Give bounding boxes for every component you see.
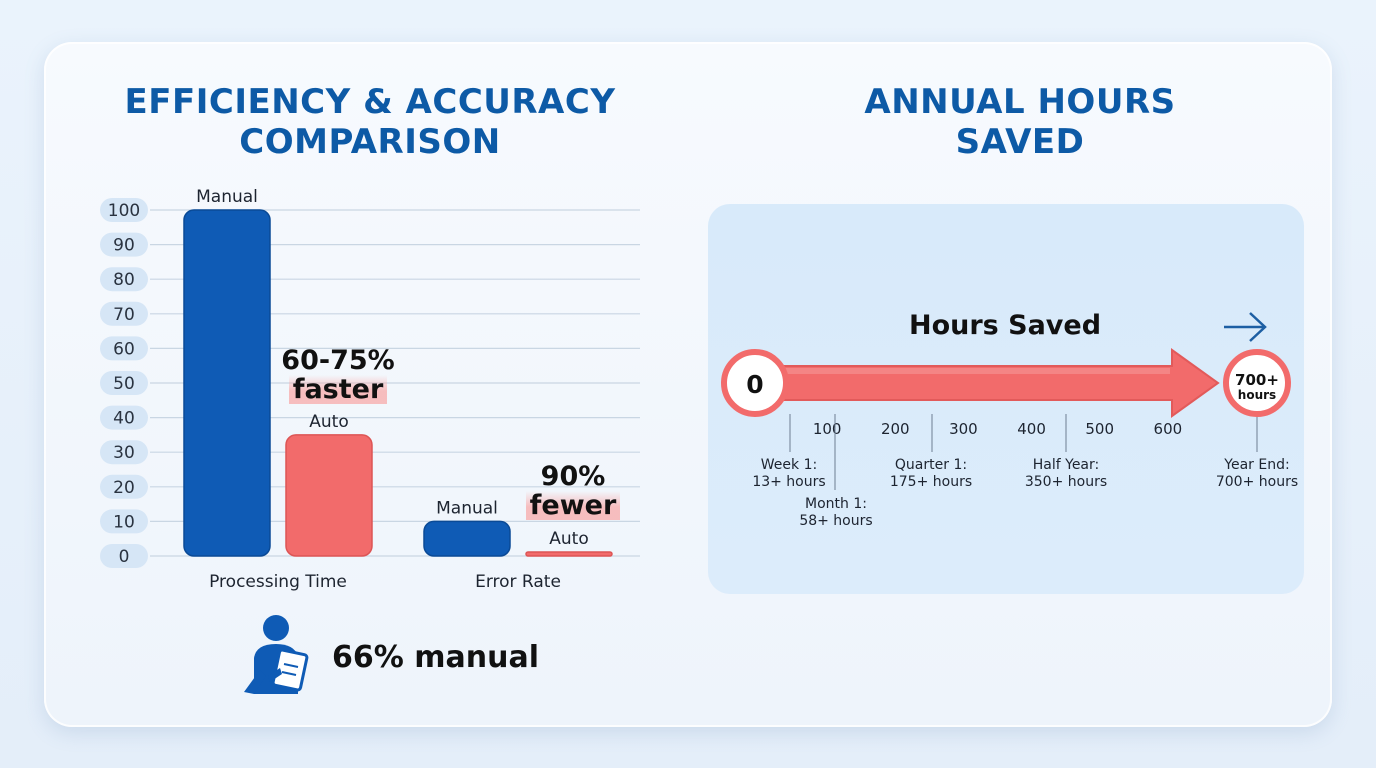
bar-manual-0 xyxy=(183,209,271,557)
y-tick-label: 80 xyxy=(113,270,135,290)
y-tick-pill xyxy=(100,544,148,568)
bar-label-auto: Auto xyxy=(309,412,348,432)
bar-label-auto: Auto xyxy=(549,529,588,549)
scale-tick-label: 600 xyxy=(1154,420,1183,438)
person-clipboard-icon xyxy=(240,614,318,696)
y-axis: 0 10 20 30 40 50 60 70 80 90 100 xyxy=(100,198,640,568)
chart-title-line-2: COMPARISON xyxy=(239,122,501,162)
hours-arrow xyxy=(777,348,1220,418)
callout-faster: 60-75% faster xyxy=(270,346,406,404)
y-tick-pill xyxy=(100,474,148,499)
bar-label-manual: Manual xyxy=(436,498,498,518)
y-tick-pill xyxy=(100,232,148,257)
scale-tick-label: 200 xyxy=(881,420,910,438)
end-marker: 700+ hours xyxy=(1223,349,1291,417)
bar-auto-1 xyxy=(525,551,613,557)
y-tick-label: 60 xyxy=(113,339,135,359)
hours-title-line-1: ANNUAL HOURS xyxy=(864,82,1176,122)
y-tick-label: 10 xyxy=(113,512,135,532)
y-tick-label: 70 xyxy=(113,305,135,325)
y-tick-label: 50 xyxy=(113,374,135,394)
y-tick-pill xyxy=(100,509,148,534)
y-tick-label: 40 xyxy=(113,409,135,429)
scale-tick-label: 500 xyxy=(1085,420,1114,438)
y-tick-pill xyxy=(100,371,148,395)
milestone-label: 350+ hours xyxy=(1025,474,1107,490)
category-label: Processing Time xyxy=(209,572,347,592)
milestone-label: 13+ hours xyxy=(752,474,825,490)
milestone-label: Week 1: xyxy=(761,457,817,473)
milestone-label: 175+ hours xyxy=(890,474,972,490)
callout-faster-word: faster xyxy=(288,375,388,404)
end-value: 700+ xyxy=(1235,371,1279,389)
start-marker: 0 xyxy=(721,349,789,417)
chart-title-line-1: EFFICIENCY & ACCURACY xyxy=(124,82,616,122)
y-tick-pill xyxy=(100,198,148,222)
bar-manual-1 xyxy=(423,520,511,557)
y-tick-pill xyxy=(100,267,148,292)
y-tick-pill xyxy=(100,440,148,465)
y-tick-label: 0 xyxy=(119,547,130,567)
arrow-right-icon xyxy=(1224,312,1267,342)
hours-title: ANNUAL HOURS SAVED xyxy=(780,82,1260,162)
scale-tick-label: 300 xyxy=(949,420,978,438)
category-label: Error Rate xyxy=(475,572,561,592)
end-unit: hours xyxy=(1238,388,1276,402)
callout-fewer-value: 90% xyxy=(540,461,606,492)
milestone-label: Quarter 1: xyxy=(895,457,967,473)
scale-tick-label: 400 xyxy=(1017,420,1046,438)
hours-saved-label: Hours Saved xyxy=(908,310,1102,341)
y-tick-pill xyxy=(100,336,148,361)
milestone-label: 700+ hours xyxy=(1216,474,1298,490)
callout-fewer-word: fewer xyxy=(525,491,621,520)
start-value: 0 xyxy=(746,370,763,399)
callout-faster-value: 60-75% xyxy=(281,345,395,376)
y-tick-label: 90 xyxy=(113,236,135,256)
y-tick-label: 100 xyxy=(108,201,140,221)
milestone-label: Month 1: xyxy=(805,496,867,512)
milestone-label: Year End: xyxy=(1223,457,1289,473)
scale-tick-label: 100 xyxy=(813,420,842,438)
timeline-marks: 100 200 300 400 500 600 Week 1:13+ hours Month … xyxy=(752,414,1298,529)
bar-marks xyxy=(183,209,613,557)
y-tick-pill xyxy=(100,301,148,326)
y-tick-label: 30 xyxy=(113,443,135,463)
bar-auto-0 xyxy=(285,434,373,557)
milestone-label: Half Year: xyxy=(1033,457,1100,473)
bar-label-manual: Manual xyxy=(196,187,258,207)
manual-stat: 66% manual xyxy=(332,640,539,675)
bar-labels: Manual Auto Processing Time Manual Auto Error… xyxy=(196,187,589,592)
chart-title: EFFICIENCY & ACCURACY COMPARISON xyxy=(80,82,660,162)
hours-title-line-2: SAVED xyxy=(955,122,1085,162)
y-tick-pill xyxy=(100,405,148,430)
milestone-label: 58+ hours xyxy=(799,513,872,529)
y-tick-label: 20 xyxy=(113,478,135,498)
callout-fewer: 90% fewer xyxy=(520,462,626,520)
